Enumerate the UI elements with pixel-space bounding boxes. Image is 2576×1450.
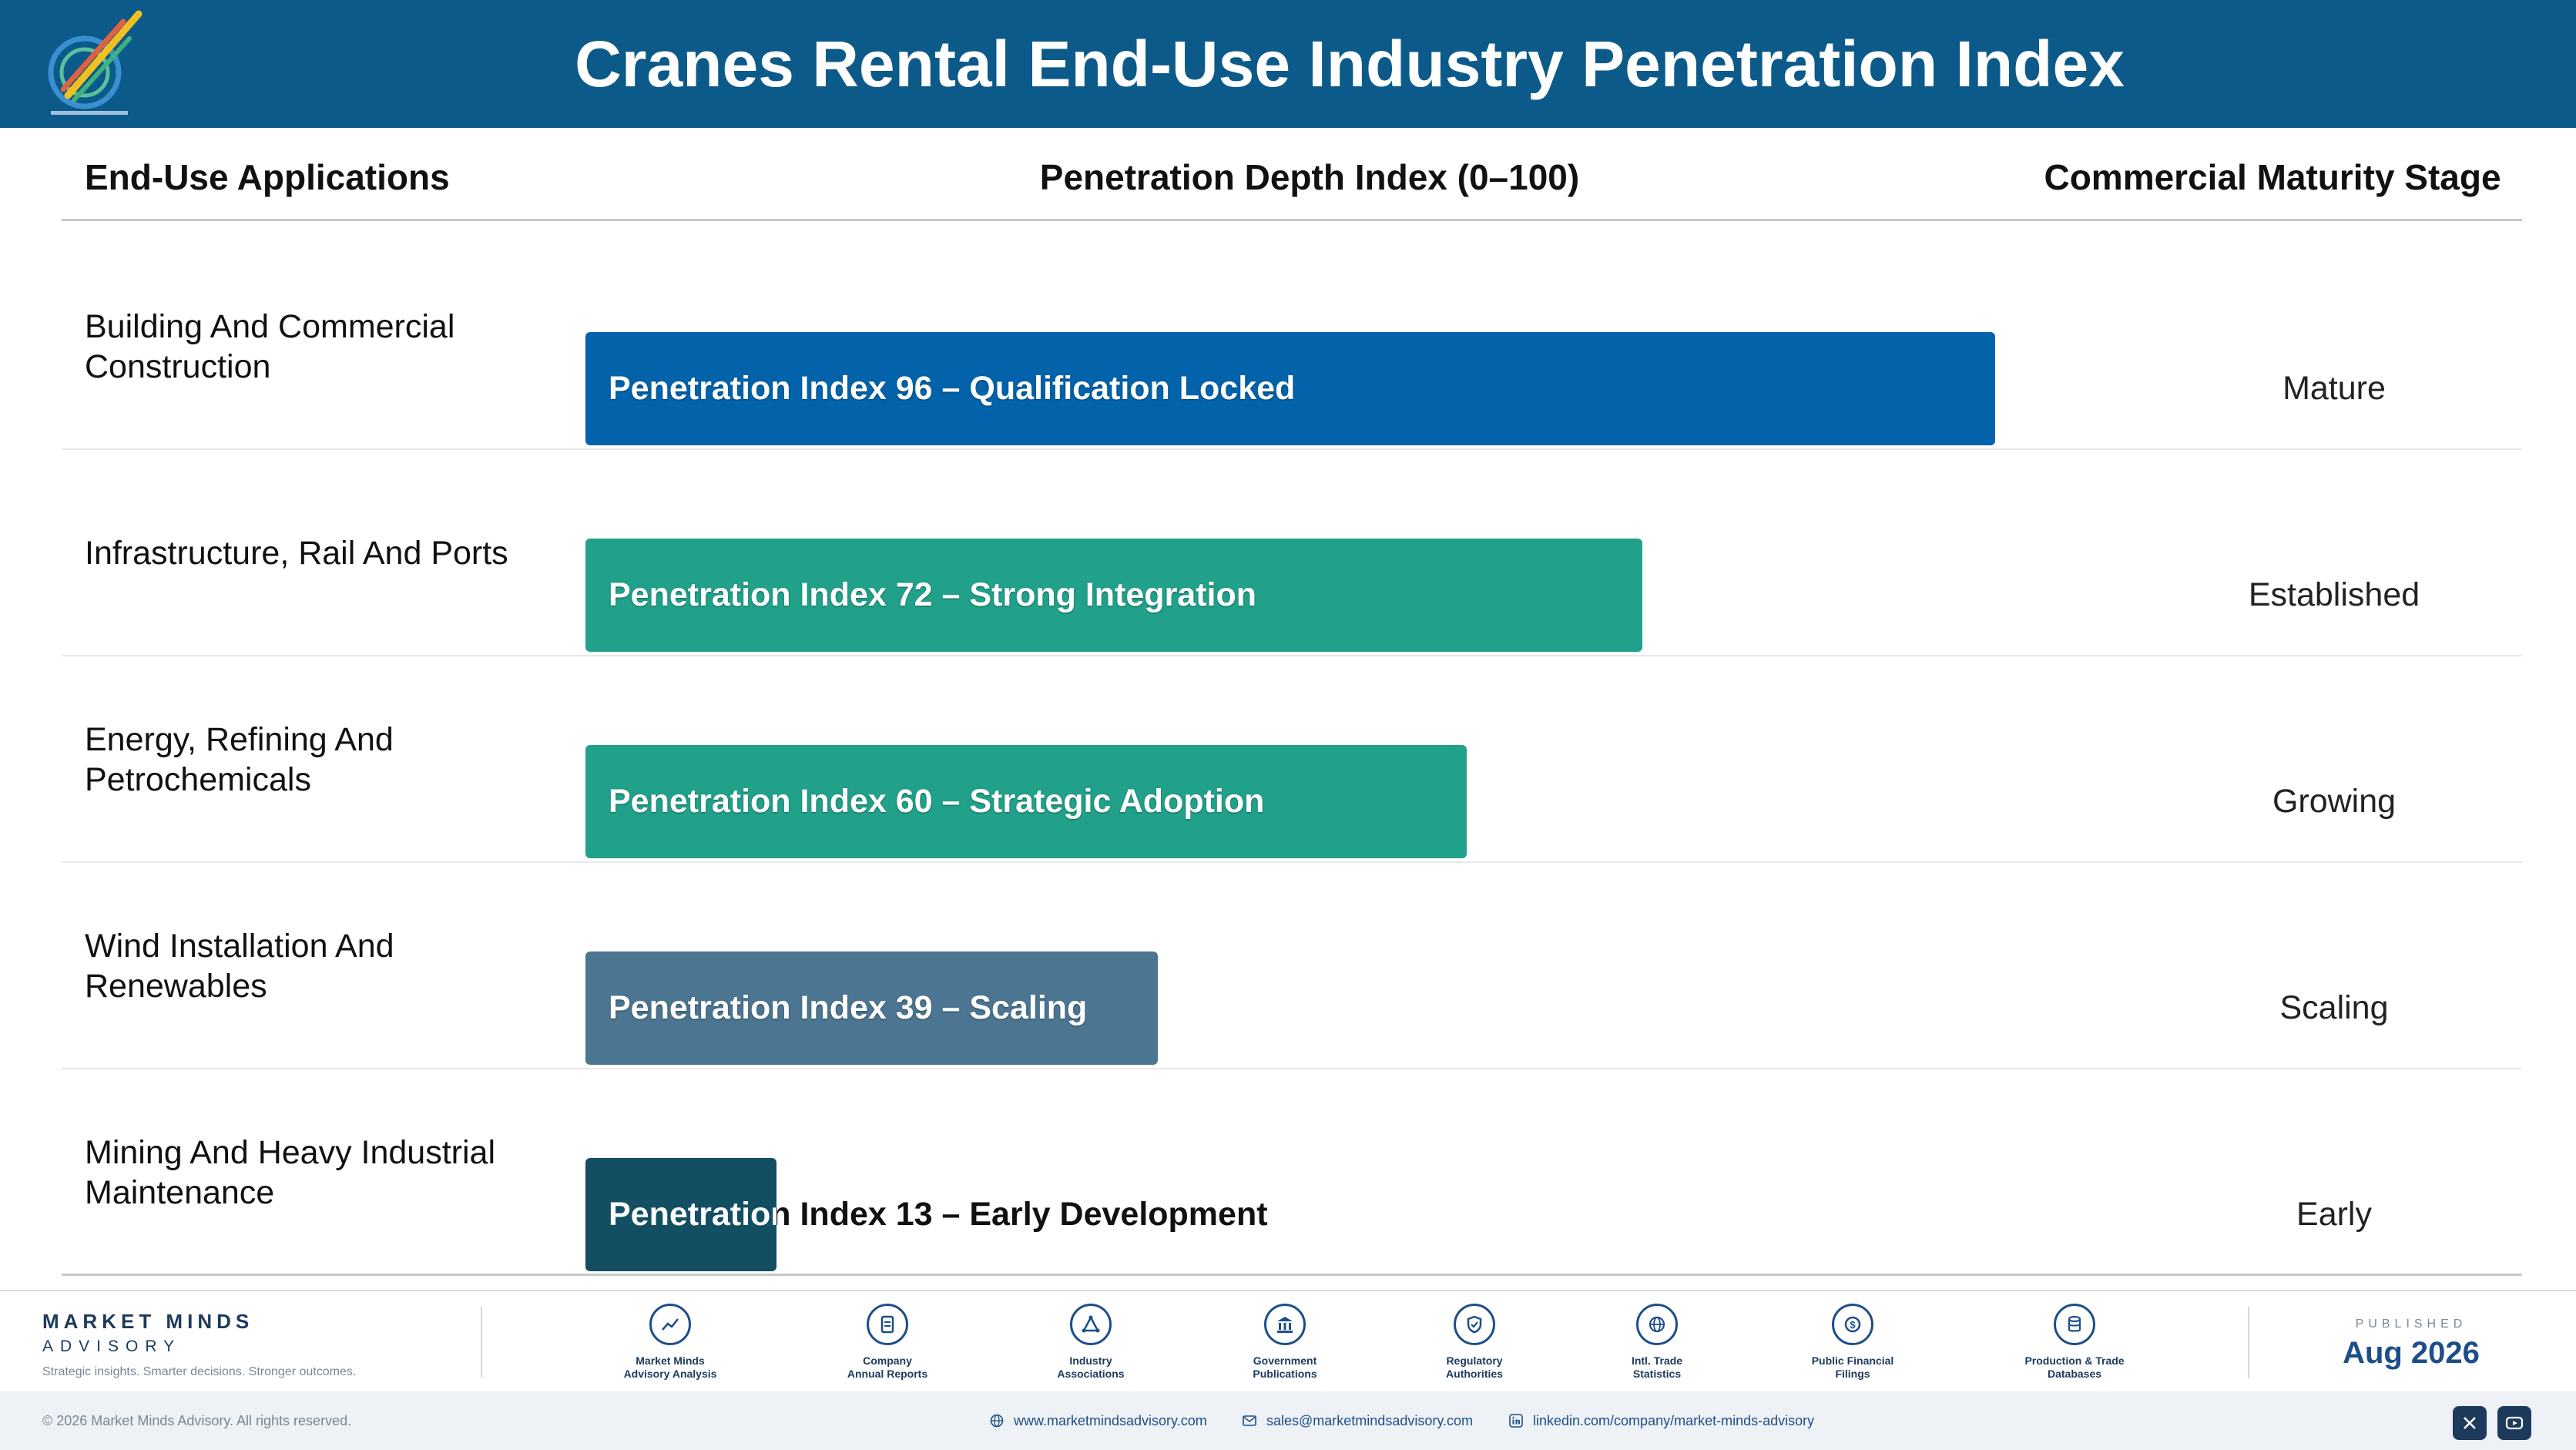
category-label: Energy, Refining And Petrochemicals <box>85 721 394 798</box>
category-label: Infrastructure, Rail And Ports <box>85 535 508 572</box>
globe-icon <box>990 1414 1004 1428</box>
x-icon <box>2464 1417 2476 1429</box>
source-label: Industry Associations <box>1057 1354 1125 1380</box>
footer-bottom-bar: © 2026 Market Minds Advisory. All rights… <box>0 1391 2576 1450</box>
database-icon <box>2054 1304 2095 1345</box>
bar-label: Penetration Index 13 – Early Development <box>609 1158 1268 1271</box>
row-divider <box>62 448 2522 450</box>
category-label: Wind Installation And Renewables <box>85 928 394 1005</box>
bar-label: Penetration Index 60 – Strategic Adoptio… <box>609 783 1265 820</box>
published-date: Aug 2026 <box>2343 1336 2480 1370</box>
stage-label: Growing <box>2272 783 2397 820</box>
youtube-icon <box>2505 1416 2524 1430</box>
coin-icon: $ <box>1832 1304 1873 1345</box>
bar <box>585 1158 776 1271</box>
chart-row: Mining And Heavy Industrial Maintenance … <box>62 1069 2522 1276</box>
x-social-button[interactable] <box>2453 1406 2487 1440</box>
chart-row: Wind Installation And Renewables Penetra… <box>62 863 2522 1069</box>
mail-icon <box>1243 1415 1256 1426</box>
footer: MARKET MINDS ADVISORY Strategic insights… <box>0 1290 2576 1450</box>
source-item: Regulatory Authorities <box>1397 1304 1551 1381</box>
shield-check-icon <box>1454 1304 1495 1345</box>
source-item: Government Publications <box>1208 1304 1362 1381</box>
brand-tagline: Strategic insights. Smarter decisions. S… <box>42 1365 357 1378</box>
brand-subtitle: ADVISORY <box>42 1338 182 1355</box>
footer-divider <box>0 1290 2576 1291</box>
source-item: Intl. Trade Statistics <box>1580 1304 1734 1381</box>
email-link[interactable]: sales@marketmindsadvisory.com <box>1242 1391 1473 1450</box>
chart-row: Infrastructure, Rail And Ports Penetrati… <box>62 450 2522 656</box>
government-building-icon <box>1264 1304 1306 1345</box>
header-divider <box>62 219 2522 221</box>
document-icon <box>867 1304 908 1345</box>
linkedin-link[interactable]: linkedin.com/company/market-minds-adviso… <box>1508 1391 1814 1450</box>
row-divider <box>62 1274 2522 1276</box>
brand-name: MARKET MINDS <box>42 1310 254 1333</box>
stage-label: Early <box>2296 1196 2372 1233</box>
source-label: Government Publications <box>1253 1354 1317 1380</box>
source-label: Regulatory Authorities <box>1446 1354 1503 1380</box>
website-text: www.marketmindsadvisory.com <box>1014 1412 1207 1428</box>
category-label: Building And Commercial Construction <box>85 308 455 385</box>
source-item: Market Minds Advisory Analysis <box>593 1304 747 1381</box>
bar <box>585 952 1159 1065</box>
linkedin-icon <box>1509 1414 1523 1428</box>
bar-label: Penetration Index 72 – Strong Integratio… <box>609 576 1257 613</box>
bar <box>585 332 1995 445</box>
network-icon <box>1070 1304 1112 1345</box>
source-item: Production & Trade Databases <box>1997 1304 2152 1381</box>
trend-line-icon <box>649 1304 691 1345</box>
linkedin-text: linkedin.com/company/market-minds-adviso… <box>1533 1412 1815 1428</box>
source-label: Company Annual Reports <box>847 1354 928 1380</box>
row-divider <box>62 655 2522 656</box>
published-divider <box>2248 1307 2249 1378</box>
column-header-stage: Commercial Maturity Stage <box>2044 157 2501 197</box>
published-label: PUBLISHED <box>2355 1317 2467 1331</box>
page-title: Cranes Rental End-Use Industry Penetrati… <box>575 28 2125 100</box>
source-label: Production & Trade Databases <box>2024 1354 2125 1380</box>
bar <box>585 539 1643 652</box>
svg-text:$: $ <box>1850 1319 1856 1331</box>
chart-row: Building And Commercial Construction Pen… <box>62 243 2522 450</box>
youtube-social-button[interactable] <box>2497 1406 2531 1440</box>
header-banner: Cranes Rental End-Use Industry Penetrati… <box>0 0 2576 128</box>
source-item: Industry Associations <box>1014 1304 1168 1381</box>
stage-label: Scaling <box>2279 989 2389 1026</box>
source-label: Market Minds Advisory Analysis <box>623 1354 717 1380</box>
source-item: $ Public Financial Filings <box>1776 1304 1930 1381</box>
source-label: Public Financial Filings <box>1811 1354 1894 1380</box>
source-label: Intl. Trade Statistics <box>1631 1354 1683 1380</box>
category-label: Mining And Heavy Industrial Maintenance <box>85 1134 496 1211</box>
stage-label: Established <box>2248 576 2420 613</box>
globe-icon <box>1636 1304 1678 1345</box>
row-divider <box>62 1068 2522 1069</box>
brand-divider <box>481 1307 482 1378</box>
column-header-applications: End-Use Applications <box>85 157 450 197</box>
chart-row: Energy, Refining And Petrochemicals Pene… <box>62 656 2522 863</box>
logo-icon <box>48 10 143 115</box>
stage-label: Mature <box>2283 370 2386 407</box>
email-text: sales@marketmindsadvisory.com <box>1266 1412 1474 1428</box>
bar-label: Penetration Index 39 – Scaling <box>609 989 1088 1026</box>
row-divider <box>62 861 2522 863</box>
column-header-index: Penetration Depth Index (0–100) <box>1039 157 1580 197</box>
copyright-text: © 2026 Market Minds Advisory. All rights… <box>42 1413 352 1428</box>
website-link[interactable]: www.marketmindsadvisory.com <box>989 1391 1207 1450</box>
bar-label: Penetration Index 96 – Qualification Loc… <box>609 370 1296 407</box>
bar <box>585 745 1467 858</box>
source-item: Company Annual Reports <box>810 1304 964 1381</box>
